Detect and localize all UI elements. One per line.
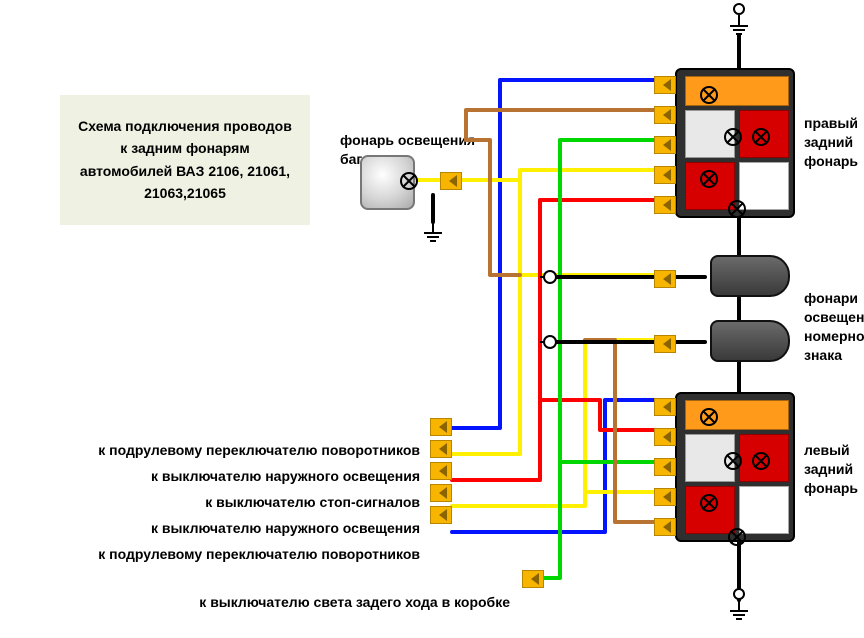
connector — [654, 335, 676, 353]
ground-icon — [730, 600, 748, 622]
bulb-icon — [752, 128, 770, 146]
connector — [430, 484, 452, 502]
label-to-reverse: к выключателю света задего хода в коробк… — [199, 574, 510, 612]
plate-light-1 — [710, 255, 790, 297]
ground-icon — [730, 15, 748, 37]
label-left-tail: левый задний фонарь — [804, 422, 858, 498]
connector-trunk — [440, 172, 462, 190]
label-plate-lights: фонари освещения номерного знака — [804, 270, 864, 364]
connector-stack-left — [430, 418, 452, 528]
label-to-turn-2: к подрулевому переключателю поворотников — [98, 526, 420, 564]
connector — [654, 136, 676, 154]
connector — [654, 488, 676, 506]
title-text: Схема подключения проводов к задним фона… — [78, 118, 292, 201]
connector — [654, 428, 676, 446]
bulb-icon — [724, 452, 742, 470]
connector — [654, 458, 676, 476]
bulb-icon — [728, 528, 746, 546]
connector — [654, 518, 676, 536]
connector — [654, 76, 676, 94]
connector — [430, 440, 452, 458]
connector — [430, 506, 452, 524]
connector — [430, 418, 452, 436]
bulb-icon — [700, 408, 718, 426]
connector — [430, 462, 452, 480]
connector-reverse — [522, 570, 544, 588]
connector — [654, 398, 676, 416]
connector — [654, 166, 676, 184]
plate-light-2 — [710, 320, 790, 362]
bulb-icon — [724, 128, 742, 146]
bulb-icon — [752, 452, 770, 470]
connector — [654, 196, 676, 214]
connector — [654, 106, 676, 124]
bulb-icon — [728, 200, 746, 218]
title-box: Схема подключения проводов к задним фона… — [60, 95, 310, 225]
trunk-bulb-icon — [400, 172, 418, 190]
bulb-icon — [700, 494, 718, 512]
ground-icon — [424, 222, 442, 244]
bulb-icon — [700, 86, 718, 104]
bulb-icon — [700, 170, 718, 188]
label-right-tail: правый задний фонарь — [804, 95, 858, 171]
connector — [654, 270, 676, 288]
